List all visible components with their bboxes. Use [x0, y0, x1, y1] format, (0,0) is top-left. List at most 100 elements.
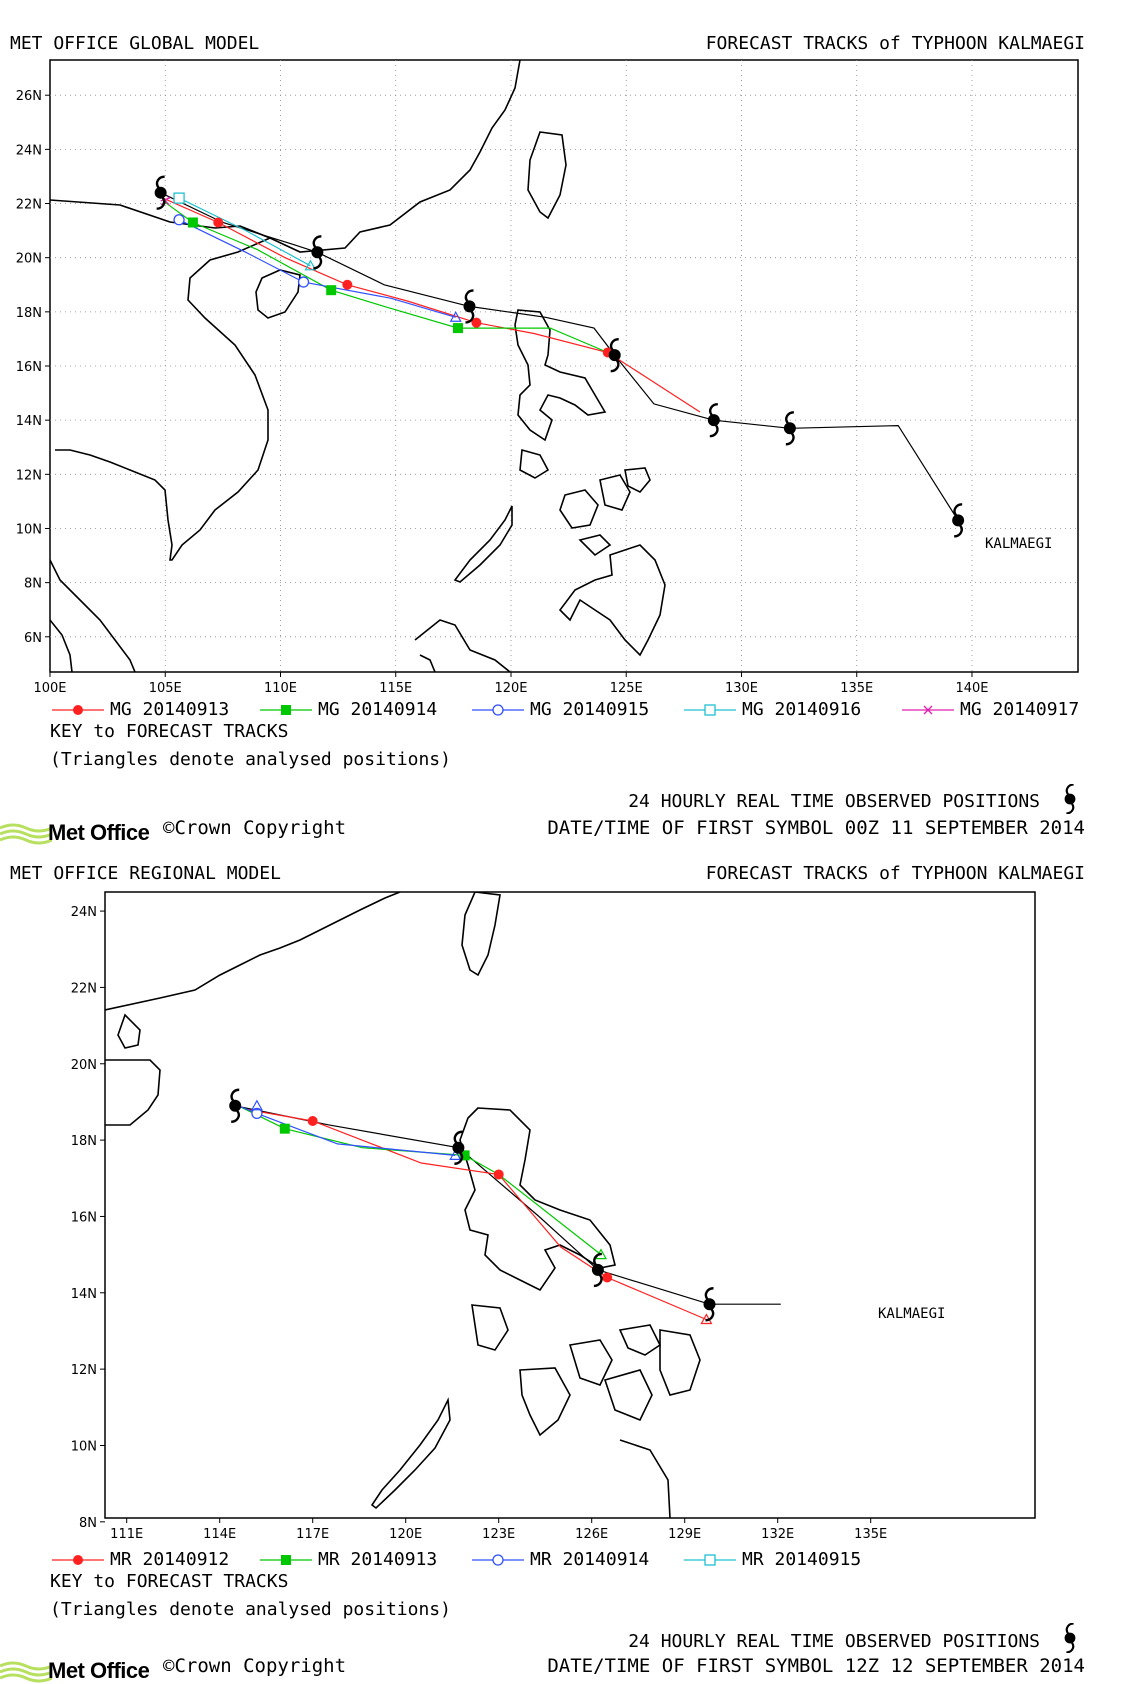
legend-label: MG 20140913 [110, 699, 230, 720]
regional-tracks [227, 1088, 781, 1325]
lat-tick-label: 14N [71, 1287, 97, 1302]
regional-map: 111E 114E 117E 120E 123E 126E 129E 132E 135E 24N 2… [71, 891, 1036, 1542]
legend-swatch-icon [472, 704, 524, 716]
lat-tick-label: 12N [71, 1363, 97, 1378]
track-marker-open-square [704, 704, 716, 716]
track-marker-circle [342, 279, 353, 290]
lon-tick-label: 126E [575, 1527, 608, 1542]
lat-tick-label: 24N [16, 143, 42, 158]
lat-tick-label: 8N [24, 577, 42, 592]
global-key-note: (Triangles denote analysed positions) [50, 749, 451, 770]
regional-key-note: (Triangles denote analysed positions) [50, 1599, 451, 1620]
lat-tick-label: 14N [16, 414, 42, 429]
analysed-position-triangle [250, 1099, 263, 1111]
global-gridlines [50, 60, 1078, 672]
legend-swatch-icon [472, 1554, 524, 1566]
track-marker-circle [213, 217, 224, 228]
track-marker-open-square [173, 192, 185, 204]
track-marker-circle [471, 317, 482, 328]
regional-forecast-title: FORECAST TRACKS of TYPHOON KALMAEGI [705, 863, 1085, 884]
regional-key-title: KEY to FORECAST TRACKS [50, 1571, 289, 1592]
global-copyright: ©Crown Copyright [163, 817, 347, 839]
lon-tick-label: 130E [725, 681, 758, 696]
regional-logo-text: Met Office [48, 1658, 150, 1683]
legend-label: MG 20140914 [318, 699, 438, 720]
track-marker-circle [307, 1116, 318, 1127]
track-marker-open-circle [173, 214, 185, 226]
lat-tick-label: 22N [71, 981, 97, 996]
lon-tick-label: 135E [840, 681, 873, 696]
legend-swatch-icon [52, 1555, 104, 1565]
lat-tick-label: 12N [16, 468, 42, 483]
regional-coastlines [105, 892, 701, 1518]
legend-label: MR 20140914 [530, 1549, 650, 1570]
track-marker-open-circle [492, 1554, 504, 1566]
track-marker-square [281, 1555, 291, 1565]
global-met-office-logo: Met Office [0, 812, 153, 846]
legend-label: MG 20140916 [742, 699, 862, 720]
regional-model-title: MET OFFICE REGIONAL MODEL [10, 863, 281, 884]
global-axis-ticks: 100E 105E 110E 115E 120E 125E 130E 135E 140E 26N 2… [16, 89, 989, 696]
legend-label: MG 20140917 [960, 699, 1080, 720]
track-marker-square [281, 705, 291, 715]
lat-tick-label: 20N [16, 252, 42, 267]
regional-observed-label: 24 HOURLY REAL TIME OBSERVED POSITIONS [628, 1631, 1040, 1652]
lon-tick-label: 115E [379, 681, 412, 696]
lat-tick-label: 20N [71, 1058, 97, 1073]
forecast-track-line [178, 197, 311, 267]
observed-track-line [235, 1105, 781, 1305]
forecast-track-line [162, 200, 609, 354]
lat-tick-label: 10N [16, 522, 42, 537]
track-marker-square [459, 1150, 470, 1161]
lat-tick-label: 16N [16, 360, 42, 375]
track-marker-square [279, 1123, 290, 1134]
regional-map-frame [104, 891, 1036, 1519]
lat-tick-label: 24N [71, 905, 97, 920]
analysed-position-triangle [449, 1149, 462, 1160]
lat-tick-label: 22N [16, 198, 42, 213]
regional-observed-symbol-icon [1063, 1623, 1077, 1653]
regional-legend: MR 20140912 MR 20140913 MR 20140914 MR 2014… [0, 1548, 1130, 1572]
lon-tick-label: 140E [955, 681, 988, 696]
legend-swatch-icon [684, 704, 736, 716]
observed-track-line [160, 192, 959, 521]
legend-swatch-icon [52, 705, 104, 715]
global-map: 100E 105E 110E 115E 120E 125E 130E 135E 140E 26N 2… [16, 59, 1079, 696]
lon-tick-label: 129E [668, 1527, 701, 1542]
global-first-symbol: DATE/TIME OF FIRST SYMBOL 00Z 11 SEPTEMB… [547, 817, 1085, 839]
global-tracks [153, 175, 966, 538]
track-marker-square [452, 323, 463, 334]
lat-tick-label: 18N [16, 306, 42, 321]
global-key-title: KEY to FORECAST TRACKS [50, 721, 289, 742]
lon-tick-label: 105E [149, 681, 182, 696]
lat-tick-label: 16N [71, 1210, 97, 1225]
lon-tick-label: 114E [203, 1527, 236, 1542]
regional-met-office-logo: Met Office [0, 1650, 153, 1684]
track-marker-open-circle [492, 704, 504, 716]
track-marker-square [326, 285, 337, 296]
analysed-position-triangle [304, 259, 317, 271]
regional-storm-label: KALMAEGI [878, 1306, 946, 1322]
lon-tick-label: 123E [482, 1527, 515, 1542]
lon-tick-label: 110E [264, 681, 297, 696]
global-observed-symbol-icon [1063, 784, 1077, 814]
forecast-track-line [238, 1105, 456, 1156]
lon-tick-label: 132E [761, 1527, 794, 1542]
legend-swatch-icon [684, 1554, 736, 1566]
global-coastlines [50, 60, 666, 672]
met-office-logo-icon [0, 823, 53, 845]
legend-label: MG 20140915 [530, 699, 650, 720]
global-map-frame [49, 59, 1079, 673]
global-observed-label: 24 HOURLY REAL TIME OBSERVED POSITIONS [628, 791, 1040, 812]
lon-tick-label: 120E [494, 681, 527, 696]
global-forecast-title: FORECAST TRACKS of TYPHOON KALMAEGI [705, 33, 1085, 54]
track-marker-circle [602, 1272, 613, 1283]
regional-axis-ticks: 111E 114E 117E 120E 123E 126E 129E 132E 135E 24N 2… [71, 905, 887, 1542]
global-storm-label: KALMAEGI [985, 536, 1053, 552]
legend-swatch-icon [260, 1555, 312, 1565]
track-marker-open-square [704, 1554, 716, 1566]
analysed-position-triangle [449, 311, 462, 322]
regional-first-symbol: DATE/TIME OF FIRST SYMBOL 12Z 12 SEPTEMB… [547, 1655, 1085, 1677]
global-model-title: MET OFFICE GLOBAL MODEL [10, 33, 260, 54]
